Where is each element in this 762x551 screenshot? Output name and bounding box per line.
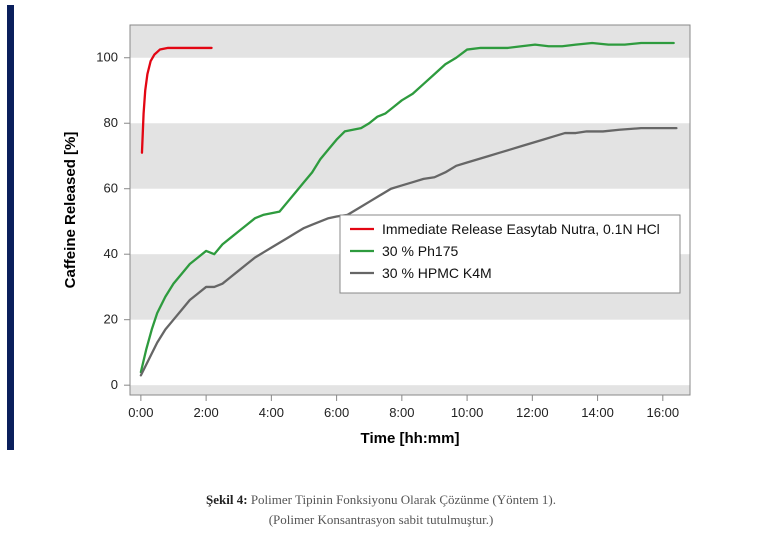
caption-line2: (Polimer Konsantrasyon sabit tutulmuştur… <box>269 512 494 527</box>
x-tick-label: 12:00 <box>516 405 549 420</box>
x-tick-label: 6:00 <box>324 405 349 420</box>
caption-label: Şekil 4: <box>206 492 248 507</box>
y-tick-label: 20 <box>104 312 118 327</box>
figure-caption: Şekil 4: Polimer Tipinin Fonksiyonu Olar… <box>0 490 762 529</box>
x-tick-label: 2:00 <box>193 405 218 420</box>
legend: Immediate Release Easytab Nutra, 0.1N HC… <box>340 215 680 293</box>
y-axis-label: Caffeine Released [%] <box>62 132 79 289</box>
accent-bar <box>7 5 14 450</box>
x-tick-label: 0:00 <box>128 405 153 420</box>
chart-wrap: 0 20 40 60 80 100 0:00 2:00 4:00 6:00 8:00 10:00 12:… <box>20 5 720 450</box>
x-tick-label: 10:00 <box>451 405 484 420</box>
y-tick-label: 80 <box>104 115 118 130</box>
y-tick-label: 60 <box>104 181 118 196</box>
legend-label: Immediate Release Easytab Nutra, 0.1N HC… <box>382 221 660 237</box>
y-tick-label: 40 <box>104 246 118 261</box>
x-tick-label: 16:00 <box>647 405 680 420</box>
x-tick-label: 4:00 <box>259 405 284 420</box>
figure-container: 0 20 40 60 80 100 0:00 2:00 4:00 6:00 8:00 10:00 12:… <box>0 0 762 551</box>
y-tick-label: 100 <box>96 50 118 65</box>
y-tick-label: 0 <box>111 377 118 392</box>
x-axis-label: Time [hh:mm] <box>361 430 460 447</box>
dissolution-chart: 0 20 40 60 80 100 0:00 2:00 4:00 6:00 8:00 10:00 12:… <box>20 5 720 450</box>
x-tick-label: 8:00 <box>389 405 414 420</box>
legend-label: 30 % HPMC K4M <box>382 265 492 281</box>
caption-line1: Polimer Tipinin Fonksiyonu Olarak Çözünm… <box>248 492 556 507</box>
legend-label: 30 % Ph175 <box>382 243 458 259</box>
x-tick-label: 14:00 <box>581 405 614 420</box>
